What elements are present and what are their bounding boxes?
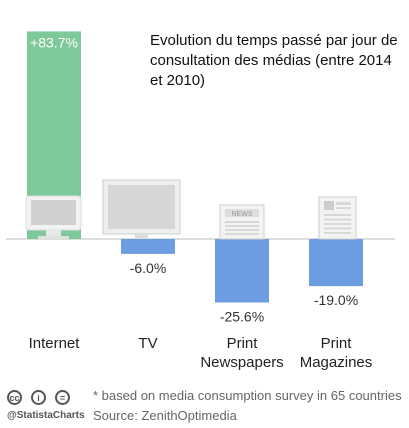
footnote: * based on media consumption survey in 6… (93, 388, 402, 403)
source-text: Source: ZenithOptimedia (93, 408, 237, 423)
value-label-3: -25.6% (220, 308, 264, 324)
chart-footer: cc i = @StatistaCharts * based on media … (0, 384, 409, 428)
svg-text:NEWS: NEWS (232, 211, 253, 218)
value-label-2: -6.0% (130, 260, 167, 276)
attribution-icon: i (31, 390, 46, 405)
creative-commons-icon: cc (7, 390, 22, 405)
bar-4 (309, 239, 363, 287)
statista-handle: @StatistaCharts (7, 410, 85, 421)
category-label-1: Internet (29, 335, 81, 352)
category-label-2: TV (138, 335, 157, 352)
bar-3 (215, 239, 269, 303)
bar-2 (121, 239, 175, 254)
no-derivatives-icon: = (55, 390, 70, 405)
magazine-icon (318, 196, 357, 240)
category-label-3: Print Newspapers (200, 335, 283, 371)
value-label-1: +83.7% (30, 34, 78, 50)
television-icon (102, 179, 181, 239)
value-label-4: -19.0% (314, 292, 358, 308)
chart-title: Evolution du temps passé par jour de con… (150, 32, 398, 89)
newspaper-icon: NEWS (219, 204, 265, 240)
category-label-4: Print Magazines (300, 335, 373, 371)
computer-monitor-icon (25, 195, 82, 239)
